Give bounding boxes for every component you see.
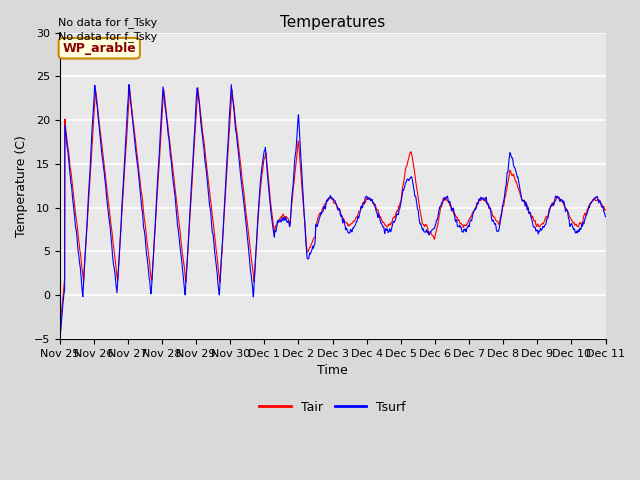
Tair	[56, 326, 63, 332]
Tair	[110, 249, 118, 254]
Tsurf	[125, 82, 132, 87]
Tair	[365, 196, 373, 202]
Title: Temperatures: Temperatures	[280, 15, 385, 30]
Tair	[228, 90, 236, 96]
Line: Tsurf: Tsurf	[60, 84, 605, 341]
Tair	[497, 212, 505, 218]
Line: Tair: Tair	[60, 88, 605, 329]
Tair	[528, 215, 536, 221]
Text: No data for f_Tsky: No data for f_Tsky	[58, 17, 157, 28]
Tsurf	[110, 265, 118, 271]
Tair	[194, 85, 202, 91]
Legend: Tair, Tsurf: Tair, Tsurf	[254, 396, 411, 419]
Tsurf	[528, 217, 536, 223]
Tair	[602, 207, 609, 213]
X-axis label: Time: Time	[317, 364, 348, 377]
Tsurf	[594, 196, 602, 202]
Tsurf	[497, 215, 505, 221]
Text: No data for f_Tsky: No data for f_Tsky	[58, 31, 157, 42]
Tair	[594, 197, 602, 203]
Text: WP_arable: WP_arable	[62, 42, 136, 55]
Tsurf	[56, 338, 63, 344]
Tsurf	[228, 92, 236, 98]
Y-axis label: Temperature (C): Temperature (C)	[15, 135, 28, 237]
Tsurf	[602, 214, 609, 219]
Tsurf	[365, 195, 373, 201]
